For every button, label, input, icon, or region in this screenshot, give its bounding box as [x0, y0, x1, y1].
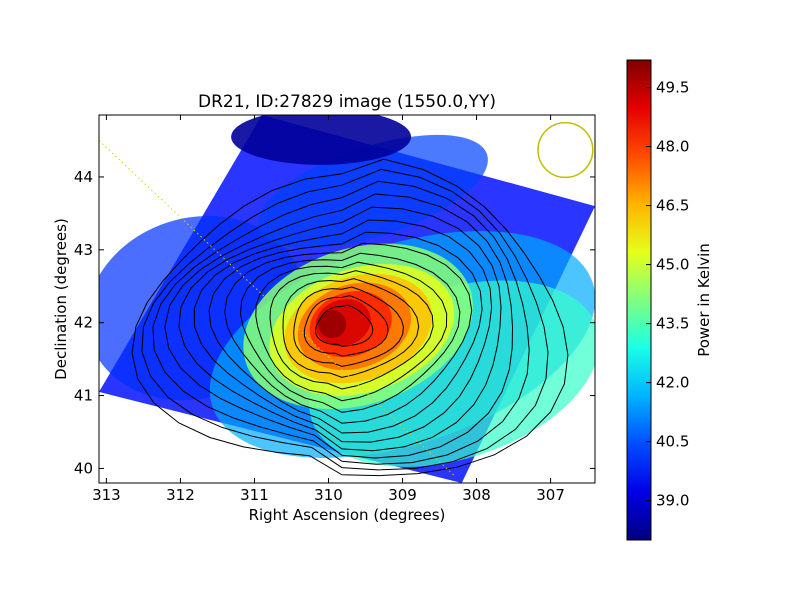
x-tick-label: 307 — [536, 486, 565, 504]
x-tick-label: 311 — [240, 486, 269, 504]
colorbar — [626, 59, 652, 541]
colorbar-ticks: 39.0 40.5 42.0 43.5 45.0 46.5 48.0 49.5 — [646, 79, 689, 510]
contour-line — [178, 206, 502, 452]
contour-line — [141, 168, 549, 471]
plot-frame — [98, 114, 596, 484]
plot-area — [99, 115, 595, 483]
contour-line — [314, 304, 374, 347]
contour-line — [269, 270, 434, 390]
contour-line — [224, 242, 473, 424]
contour-line — [255, 261, 448, 402]
scan-path-line — [99, 140, 455, 477]
colorbar-tick-label: 40.5 — [656, 433, 689, 451]
colorbar-tick-label: 49.5 — [656, 79, 689, 97]
colorbar-label: Power in Kelvin — [695, 243, 713, 357]
y-tick-label: 44 — [74, 168, 93, 186]
colorbar-tick-label: 46.5 — [656, 197, 689, 215]
beam-size-circle — [537, 121, 594, 179]
y-axis-ticks: 40 41 42 43 44 — [74, 168, 595, 477]
contour-line — [193, 219, 493, 443]
y-tick-label: 43 — [74, 241, 93, 259]
x-tick-label: 308 — [462, 486, 491, 504]
contour-line — [131, 158, 569, 477]
contour-lines — [131, 158, 569, 477]
contour-line — [282, 278, 420, 378]
y-axis-label: Declination (degrees) — [52, 218, 70, 380]
colorbar-tick-label: 45.0 — [656, 256, 689, 274]
intensity-field — [99, 115, 595, 467]
contour-line — [239, 252, 461, 413]
contour-line — [164, 193, 514, 459]
colorbar-tick-label: 42.0 — [656, 374, 689, 392]
contour-line — [208, 231, 483, 434]
x-axis-ticks: 313 312 311 310 309 308 307 — [92, 115, 565, 504]
colorbar-tick-label: 43.5 — [656, 315, 689, 333]
intensity-level — [318, 310, 347, 339]
y-tick-label: 41 — [74, 387, 93, 405]
x-axis-label: Right Ascension (degrees) — [249, 506, 446, 524]
y-tick-label: 42 — [74, 314, 93, 332]
contour-line — [293, 286, 404, 367]
contour-line — [303, 295, 389, 357]
x-tick-label: 310 — [314, 486, 343, 504]
colorbar-tick-label: 39.0 — [656, 492, 689, 510]
intensity-level — [257, 134, 488, 249]
x-tick-label: 312 — [166, 486, 195, 504]
intensity-level — [231, 115, 412, 165]
colorbar-tick-label: 48.0 — [656, 138, 689, 156]
x-tick-label: 309 — [388, 486, 417, 504]
x-tick-label: 313 — [92, 486, 121, 504]
chart-title: DR21, ID:27829 image (1550.0,YY) — [198, 92, 496, 112]
contour-line — [152, 180, 530, 465]
y-tick-label: 40 — [74, 459, 93, 477]
